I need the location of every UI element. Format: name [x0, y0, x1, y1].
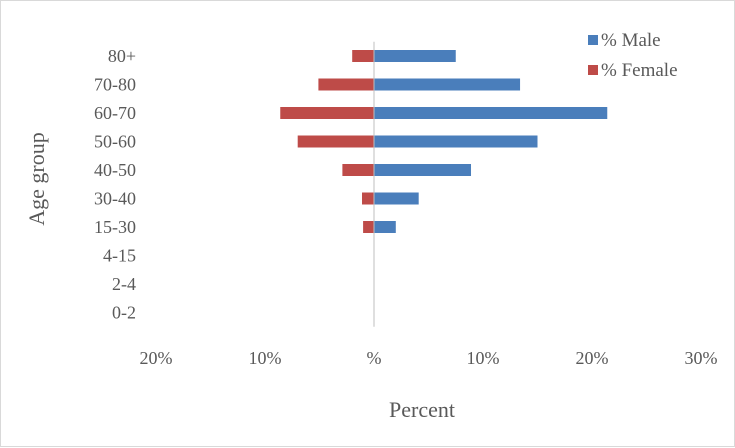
x-tick-labels: 20% 10%% 10% 20% 30%: [140, 348, 718, 368]
legend-swatch: [588, 65, 598, 75]
x-tick-label: %: [367, 348, 382, 368]
bar-female-80+: [352, 50, 374, 62]
bar-female-60-70: [280, 107, 374, 119]
x-tick-label: 10%: [467, 348, 500, 368]
bar-female-30-40: [362, 192, 374, 205]
bar-female-40-50: [342, 164, 374, 176]
y-tick-label-15-30: 15-30: [94, 217, 136, 237]
legend: % Male % Female: [588, 30, 678, 81]
x-tick-label: 20%: [140, 348, 173, 368]
x-tick-label: 30%: [685, 348, 718, 368]
y-tick-label-30-40: 30-40: [94, 189, 136, 209]
y-tick-label-70-80: 70-80: [94, 75, 136, 95]
bar-male-30-40: [374, 192, 419, 205]
x-axis-title: Percent: [389, 397, 455, 422]
y-axis-title: Age group: [24, 132, 49, 225]
y-tick-label-2-4: 2-4: [112, 274, 136, 294]
bar-male-50-60: [374, 135, 538, 148]
bar-male-15-30: [374, 221, 396, 233]
y-tick-label-50-60: 50-60: [94, 132, 136, 152]
y-tick-label-40-50: 40-50: [94, 160, 136, 180]
bars-layer: [280, 50, 608, 233]
legend-label: % Male: [601, 30, 661, 51]
bar-male-70-80: [374, 78, 521, 91]
bar-male-40-50: [374, 164, 472, 176]
bar-female-50-60: [297, 135, 374, 148]
bar-female-15-30: [363, 221, 374, 233]
x-tick-label: 10%: [249, 348, 282, 368]
bar-male-60-70: [374, 107, 608, 119]
legend-swatch: [588, 35, 598, 45]
bar-male-80+: [374, 50, 456, 62]
x-tick-label: 20%: [576, 348, 609, 368]
y-tick-labels: 0-2 2-4 4-15 15-30 30-40 40-50 50-60 60-70 70-80…: [94, 46, 136, 323]
y-tick-label-0-2: 0-2: [112, 303, 136, 323]
bar-female-70-80: [318, 78, 374, 91]
y-tick-label-60-70: 60-70: [94, 103, 136, 123]
y-tick-label-4-15: 4-15: [103, 246, 136, 266]
legend-label: % Female: [601, 60, 678, 81]
y-tick-label-80+: 80+: [108, 46, 136, 66]
